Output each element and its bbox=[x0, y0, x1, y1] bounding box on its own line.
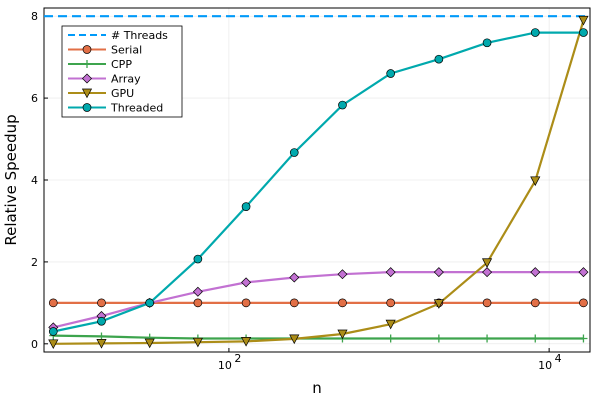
data-point bbox=[386, 298, 396, 308]
series-threaded bbox=[48, 28, 588, 336]
data-point bbox=[531, 334, 540, 343]
data-point bbox=[48, 339, 59, 350]
data-point bbox=[48, 327, 58, 336]
data-point bbox=[97, 298, 106, 308]
data-point bbox=[81, 88, 93, 99]
data-point bbox=[482, 38, 492, 48]
data-point bbox=[481, 258, 493, 268]
y-tick-label: 2 bbox=[31, 256, 38, 269]
data-point bbox=[338, 298, 347, 308]
legend-box bbox=[61, 25, 183, 118]
legend-item: Array bbox=[68, 73, 141, 86]
x-tick-label: 10 bbox=[538, 359, 552, 372]
series-gpu bbox=[48, 15, 589, 350]
data-point bbox=[578, 15, 589, 26]
data-point bbox=[579, 28, 588, 37]
legend-label: CPP bbox=[111, 58, 132, 71]
data-point bbox=[433, 299, 444, 309]
data-point bbox=[96, 339, 107, 349]
series-line bbox=[53, 19, 585, 345]
data-point bbox=[433, 267, 444, 278]
series-line bbox=[53, 334, 584, 340]
data-point bbox=[82, 45, 92, 54]
data-point bbox=[530, 176, 541, 187]
legend-label: Array bbox=[111, 73, 141, 86]
x-tick-exponent: 2 bbox=[234, 352, 241, 365]
data-point bbox=[483, 334, 492, 343]
data-point bbox=[193, 298, 203, 308]
data-point bbox=[192, 337, 203, 348]
data-point bbox=[48, 298, 58, 308]
data-point bbox=[192, 286, 203, 297]
data-point bbox=[289, 298, 299, 308]
data-point bbox=[289, 272, 300, 283]
legend-label: GPU bbox=[111, 87, 134, 100]
data-point bbox=[434, 54, 444, 64]
legend-item: # Threads bbox=[68, 29, 168, 42]
legend-item: Threaded bbox=[68, 102, 163, 115]
x-axis-label: n bbox=[312, 379, 322, 397]
legend-item: GPU bbox=[68, 87, 134, 100]
legend-label: Threaded bbox=[110, 102, 163, 115]
legend-item: CPP bbox=[68, 58, 132, 71]
y-tick-label: 6 bbox=[31, 92, 38, 105]
series-array bbox=[48, 267, 589, 333]
legend-label: Serial bbox=[111, 44, 142, 57]
y-tick-label: 0 bbox=[31, 338, 38, 351]
data-point bbox=[193, 254, 203, 264]
data-point bbox=[386, 334, 395, 343]
x-tick-label: 10 bbox=[218, 359, 232, 372]
legend-item: Serial bbox=[68, 44, 142, 57]
y-tick-label: 4 bbox=[31, 174, 38, 187]
y-tick-label: 8 bbox=[31, 10, 38, 23]
data-point bbox=[482, 298, 492, 308]
data-point bbox=[578, 267, 589, 278]
data-point bbox=[145, 298, 155, 308]
x-tick-exponent: 4 bbox=[555, 352, 562, 365]
data-point bbox=[385, 319, 396, 330]
data-point bbox=[579, 334, 588, 343]
data-point bbox=[530, 28, 540, 37]
data-point bbox=[385, 267, 396, 278]
data-point bbox=[338, 100, 347, 110]
data-point bbox=[82, 103, 92, 112]
data-point bbox=[530, 298, 540, 308]
data-point bbox=[97, 316, 106, 326]
series bbox=[44, 15, 590, 350]
data-point bbox=[83, 60, 91, 68]
series-serial bbox=[48, 298, 588, 308]
series-line bbox=[53, 271, 584, 329]
data-point bbox=[434, 334, 443, 343]
data-point bbox=[144, 338, 155, 349]
data-point bbox=[241, 298, 251, 308]
data-point bbox=[289, 334, 300, 345]
data-point bbox=[482, 267, 493, 278]
y-axis-label: Relative Speedup bbox=[2, 114, 20, 245]
data-point bbox=[241, 277, 252, 288]
data-point bbox=[241, 202, 251, 211]
data-point bbox=[289, 148, 299, 157]
data-point bbox=[337, 269, 348, 280]
data-point bbox=[530, 267, 541, 278]
series-line bbox=[53, 31, 584, 333]
legend-label: # Threads bbox=[111, 29, 168, 42]
data-point bbox=[240, 337, 252, 347]
data-point bbox=[386, 69, 396, 78]
data-point bbox=[337, 329, 348, 340]
data-point bbox=[579, 298, 588, 308]
data-point bbox=[82, 73, 92, 84]
